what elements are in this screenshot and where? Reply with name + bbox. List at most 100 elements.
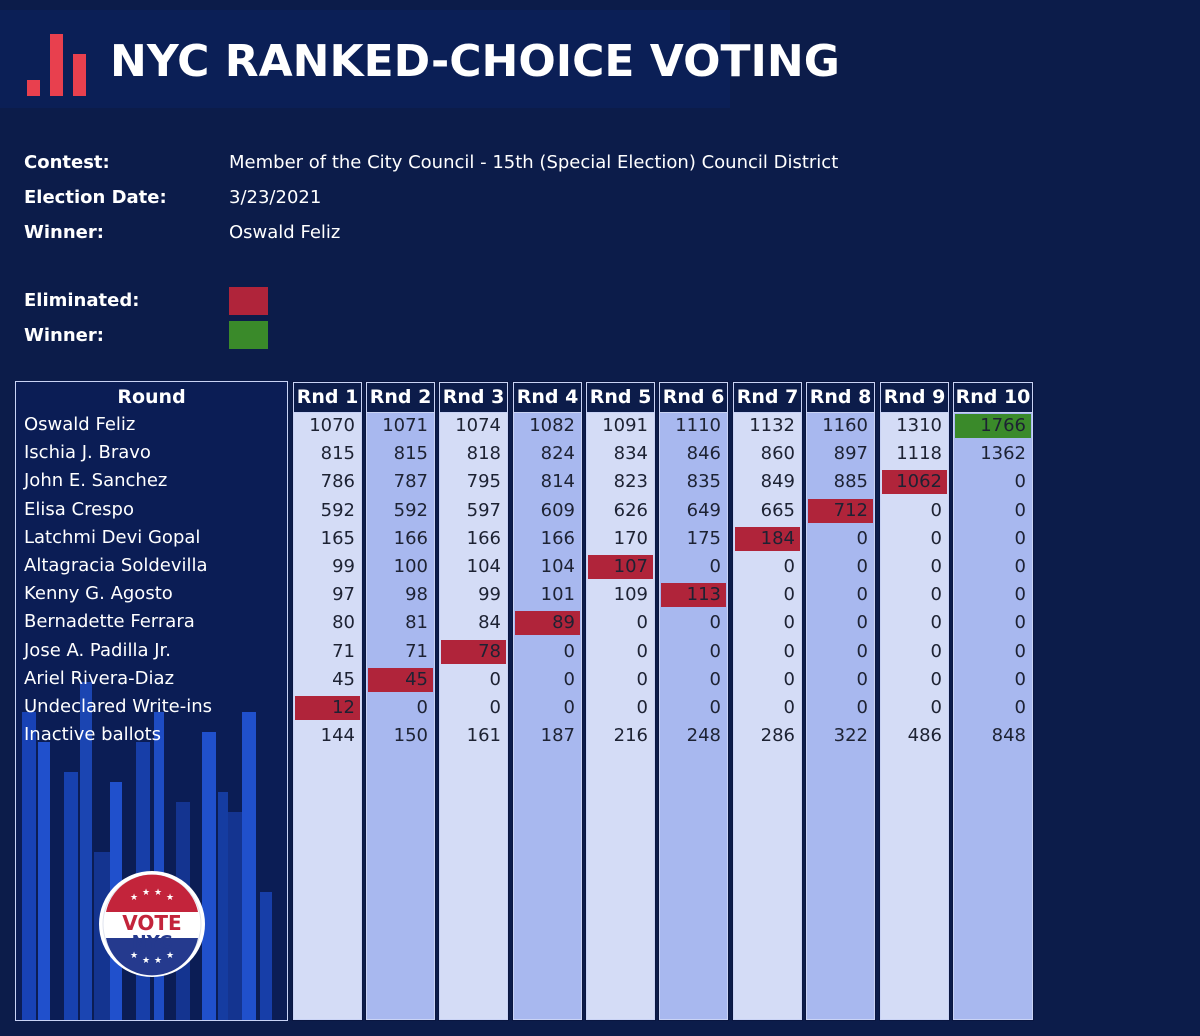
vote-count-cell: 248 (686, 725, 721, 747)
candidate-name: Elisa Crespo (24, 498, 134, 520)
round-column-2: Rnd 2 1071 815 787 592 166 100 98 81 71 45 0 150 (365, 381, 436, 1021)
vote-count-cell: 113 (661, 583, 726, 608)
vote-count-cell: 0 (636, 697, 648, 718)
vote-count-cell: 286 (760, 725, 795, 747)
vote-count-cell: 150 (393, 725, 428, 747)
vote-count-cell: 0 (1014, 527, 1026, 549)
vote-count-cell: 45 (368, 667, 433, 692)
round-column-9: Rnd 9 1310 1118 1062 0 0 0 0 0 0 0 0 486 (879, 381, 950, 1021)
vote-count-cell: 0 (930, 640, 942, 662)
vote-count-cell: 161 (466, 725, 501, 747)
round-header: Round (117, 386, 186, 408)
vote-count-cell: 824 (540, 443, 575, 465)
vote-count-cell: 0 (783, 584, 795, 606)
vote-count-cell: 1091 (602, 415, 648, 436)
svg-text:★: ★ (154, 888, 162, 898)
vote-count-cell: 99 (332, 556, 355, 577)
candidate-name: Latchmi Devi Gopal (24, 526, 201, 548)
vote-count-cell: 846 (686, 443, 721, 465)
candidate-name: John E. Sanchez (24, 470, 168, 492)
vote-count-cell: 1110 (675, 415, 721, 436)
round-header-cell: Rnd 7 (733, 382, 802, 413)
vote-count-cell: 1071 (382, 415, 428, 436)
vote-count-cell: 0 (489, 668, 501, 690)
candidate-name: Jose A. Padilla Jr. (24, 639, 171, 661)
svg-text:★: ★ (166, 951, 174, 961)
vote-count-cell: 99 (478, 584, 501, 606)
vote-count-cell: 101 (540, 584, 575, 606)
vote-count-cell: 0 (416, 697, 428, 718)
vote-count-cell: 0 (636, 612, 648, 634)
vote-count-cell: 0 (1014, 584, 1026, 606)
vote-count-cell: 0 (930, 612, 942, 634)
vote-count-cell: 1160 (822, 415, 868, 436)
vote-count-cell: 0 (489, 697, 501, 718)
winner-label: Winner: (24, 222, 104, 243)
vote-count-cell: 0 (856, 668, 868, 690)
vote-count-cell: 897 (833, 443, 868, 465)
round-header-cell: Rnd 2 (366, 382, 435, 413)
vote-count-cell: 609 (540, 499, 575, 521)
vote-count-cell: 166 (393, 527, 428, 549)
vote-count-cell: 100 (393, 556, 428, 577)
vote-count-cell: 823 (613, 471, 648, 493)
round-column-5: Rnd 5 1091 834 823 626 170 107 109 0 0 0 0 216 (585, 381, 656, 1021)
vote-count-cell: 0 (636, 668, 648, 690)
vote-count-cell: 1062 (882, 470, 947, 495)
vote-count-cell: 649 (686, 499, 721, 521)
vote-count-cell: 0 (783, 668, 795, 690)
svg-text:★: ★ (142, 956, 150, 966)
svg-text:★: ★ (154, 956, 162, 966)
vote-count-cell: 835 (686, 471, 721, 493)
badge-nyc-text: NYC (132, 932, 173, 953)
vote-count-cell: 84 (478, 612, 501, 634)
winner-value: Oswald Feliz (229, 222, 341, 243)
vote-count-cell: 885 (833, 471, 868, 493)
legend-eliminated-swatch (229, 287, 268, 315)
vote-count-cell: 0 (1014, 697, 1026, 718)
vote-count-cell: 71 (405, 640, 428, 662)
vote-count-cell: 97 (332, 584, 355, 606)
vote-count-cell: 104 (466, 556, 501, 577)
vote-count-cell: 0 (636, 640, 648, 662)
vote-count-cell: 1766 (955, 414, 1031, 438)
round-header-cell: Rnd 3 (439, 382, 508, 413)
vote-count-cell: 597 (466, 499, 501, 521)
vote-count-cell: 1132 (749, 415, 795, 436)
vote-count-cell: 0 (563, 668, 575, 690)
vote-count-cell: 165 (320, 527, 355, 549)
vote-count-cell: 107 (588, 555, 653, 579)
vote-count-cell: 0 (709, 612, 721, 634)
round-header-cell: Rnd 10 (953, 382, 1033, 413)
round-column-3: Rnd 3 1074 818 795 597 166 104 99 84 78 0 0 161 (438, 381, 509, 1021)
vote-count-cell: 175 (686, 527, 721, 549)
round-header-cell: Rnd 6 (659, 382, 728, 413)
vote-count-cell: 1118 (896, 443, 942, 465)
bar-chart-icon (27, 34, 86, 96)
vote-count-cell: 0 (783, 697, 795, 718)
vote-count-cell: 0 (856, 697, 868, 718)
round-header-cell: Rnd 4 (513, 382, 582, 413)
vote-count-cell: 787 (393, 471, 428, 493)
round-column-8: Rnd 8 1160 897 885 712 0 0 0 0 0 0 0 322 (805, 381, 876, 1021)
vote-count-cell: 814 (540, 471, 575, 493)
round-header-cell: Rnd 1 (293, 382, 362, 413)
vote-count-cell: 0 (856, 640, 868, 662)
svg-text:★: ★ (166, 893, 174, 903)
vote-count-cell: 1362 (980, 443, 1026, 465)
vote-count-cell: 144 (320, 725, 355, 747)
vote-count-cell: 486 (907, 725, 942, 747)
vote-count-cell: 80 (332, 612, 355, 634)
vote-count-cell: 0 (783, 556, 795, 577)
vote-count-cell: 0 (783, 640, 795, 662)
vote-count-cell: 12 (295, 696, 360, 720)
vote-count-cell: 786 (320, 471, 355, 493)
vote-count-cell: 0 (563, 640, 575, 662)
candidate-name: Kenny G. Agosto (24, 583, 173, 605)
vote-count-cell: 815 (393, 443, 428, 465)
vote-count-cell: 109 (613, 584, 648, 606)
vote-nyc-badge-icon: ★ ★ ★ ★ ★ ★ ★ ★ VOTE NYC (99, 871, 205, 977)
vote-count-cell: 0 (930, 668, 942, 690)
round-header-cell: Rnd 9 (880, 382, 949, 413)
vote-count-cell: 0 (1014, 640, 1026, 662)
